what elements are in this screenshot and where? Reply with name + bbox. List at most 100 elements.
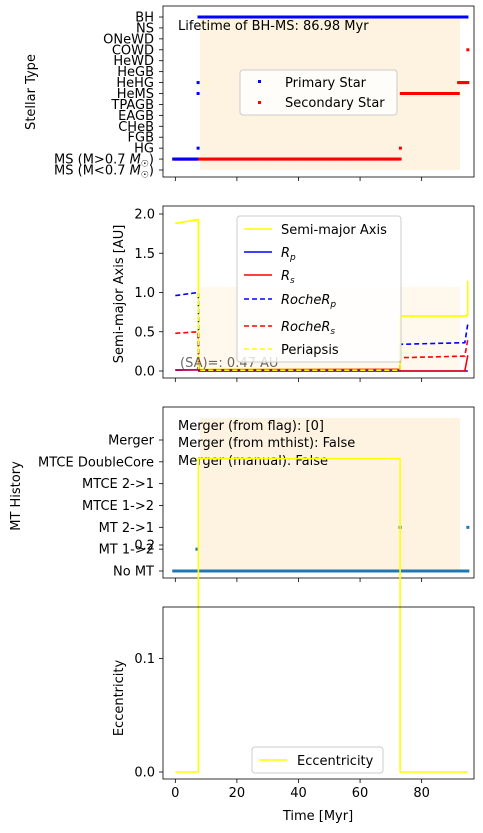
stellar-type-point — [246, 157, 250, 161]
stellar-type-point — [440, 15, 444, 19]
stellar-type-point — [289, 157, 293, 161]
mt-point — [203, 569, 207, 573]
stellar-type-point — [212, 15, 216, 19]
stellar-type-point — [268, 15, 272, 19]
mt-point — [375, 569, 379, 573]
stellar-type-point — [231, 15, 235, 19]
stellar-type-point — [300, 157, 304, 161]
stellar-type-point — [466, 48, 470, 52]
stellar-type-point — [209, 15, 213, 19]
mt-point — [383, 569, 387, 573]
mt-point — [326, 569, 330, 573]
stellar-type-point — [458, 81, 462, 85]
stellar-type-point — [330, 157, 334, 161]
stellar-type-point — [455, 92, 459, 95]
mt-point — [260, 569, 264, 573]
stellar-type-point — [298, 157, 302, 161]
p3-annotation-2: Merger (from mthist): False — [178, 436, 355, 451]
stellar-type-point — [399, 15, 403, 19]
mt-point — [361, 569, 365, 573]
stellar-type-point — [181, 157, 185, 161]
p4-frame — [162, 606, 475, 780]
stellar-type-point — [184, 157, 188, 161]
stellar-type-point — [229, 15, 233, 19]
stellar-type-point — [317, 157, 320, 161]
stellar-type-point — [189, 157, 193, 161]
mt-point — [440, 569, 444, 573]
mt-point — [244, 569, 248, 573]
mt-point — [286, 569, 290, 573]
stellar-type-point — [318, 157, 322, 161]
mt-point — [303, 569, 307, 573]
stellar-type-point — [460, 81, 464, 85]
mt-point — [466, 569, 470, 573]
stellar-type-point — [294, 15, 298, 19]
mt-point — [315, 569, 319, 573]
y-tick-label: HeWD — [113, 54, 154, 69]
mt-point — [313, 569, 317, 573]
stellar-type-point — [319, 15, 323, 19]
mt-point — [369, 569, 373, 573]
mt-point — [417, 569, 421, 573]
mt-point — [206, 569, 210, 573]
mt-point — [190, 569, 194, 573]
mt-point — [307, 569, 311, 573]
stellar-type-point — [327, 157, 331, 161]
stellar-type-point — [353, 157, 357, 161]
stellar-type-point — [240, 157, 244, 161]
stellar-type-point — [228, 15, 232, 19]
stellar-type-point — [216, 15, 220, 19]
stellar-type-point — [300, 15, 304, 19]
stellar-type-point — [449, 92, 453, 95]
mt-point — [381, 569, 385, 573]
stellar-type-point — [245, 15, 249, 19]
stellar-type-point — [334, 15, 338, 19]
mt-point — [323, 569, 327, 573]
stellar-type-point — [313, 157, 317, 161]
stellar-type-point — [236, 157, 240, 161]
stellar-type-point — [291, 15, 295, 19]
mt-point — [341, 569, 345, 573]
mt-point — [273, 569, 277, 573]
mt-point — [195, 569, 199, 573]
stellar-type-point — [438, 92, 442, 95]
stellar-type-point — [306, 15, 310, 19]
stellar-type-point — [281, 157, 285, 161]
mt-point — [198, 569, 202, 573]
p3-ylabel: MT History — [9, 461, 24, 531]
x-tick-label: 60 — [352, 786, 369, 801]
mt-point — [201, 569, 205, 573]
stellar-type-point — [337, 15, 341, 19]
stellar-type-point — [452, 92, 456, 95]
mt-point — [212, 569, 216, 573]
mt-point — [404, 569, 408, 573]
stellar-type-point — [199, 157, 203, 161]
p4-legend-box — [251, 746, 384, 774]
stellar-type-point — [397, 157, 401, 161]
stellar-type-point — [198, 157, 202, 161]
stellar-type-point — [201, 157, 205, 161]
mt-point — [253, 569, 257, 573]
mt-point — [423, 569, 427, 573]
mt-point — [300, 569, 304, 573]
stellar-type-point — [456, 92, 460, 95]
mt-point — [455, 569, 459, 573]
stellar-type-point — [217, 15, 221, 19]
stellar-type-point — [353, 15, 357, 19]
eccentricity-panel: 0.0 0.1 0.2 0 20 40 60 80 Eccentricity Eccentr… — [112, 457, 475, 824]
stellar-type-point — [304, 157, 308, 161]
stellar-type-point — [230, 157, 234, 161]
stellar-type-point — [322, 15, 326, 19]
stellar-type-point — [314, 15, 318, 19]
mt-point — [373, 569, 377, 573]
y-tick-label: MT 2->1 — [99, 521, 154, 536]
stellar-type-point — [329, 157, 333, 161]
p1-ylabel: Stellar Type — [24, 54, 39, 130]
stellar-type-point — [276, 157, 280, 161]
p2-frame — [162, 205, 475, 379]
y-tick-label: MS (M<0.7 M☉) — [54, 164, 154, 181]
mt-point — [226, 569, 230, 573]
stellar-type-point — [461, 81, 465, 85]
stellar-type-point — [384, 157, 388, 161]
stellar-type-point — [287, 157, 291, 161]
